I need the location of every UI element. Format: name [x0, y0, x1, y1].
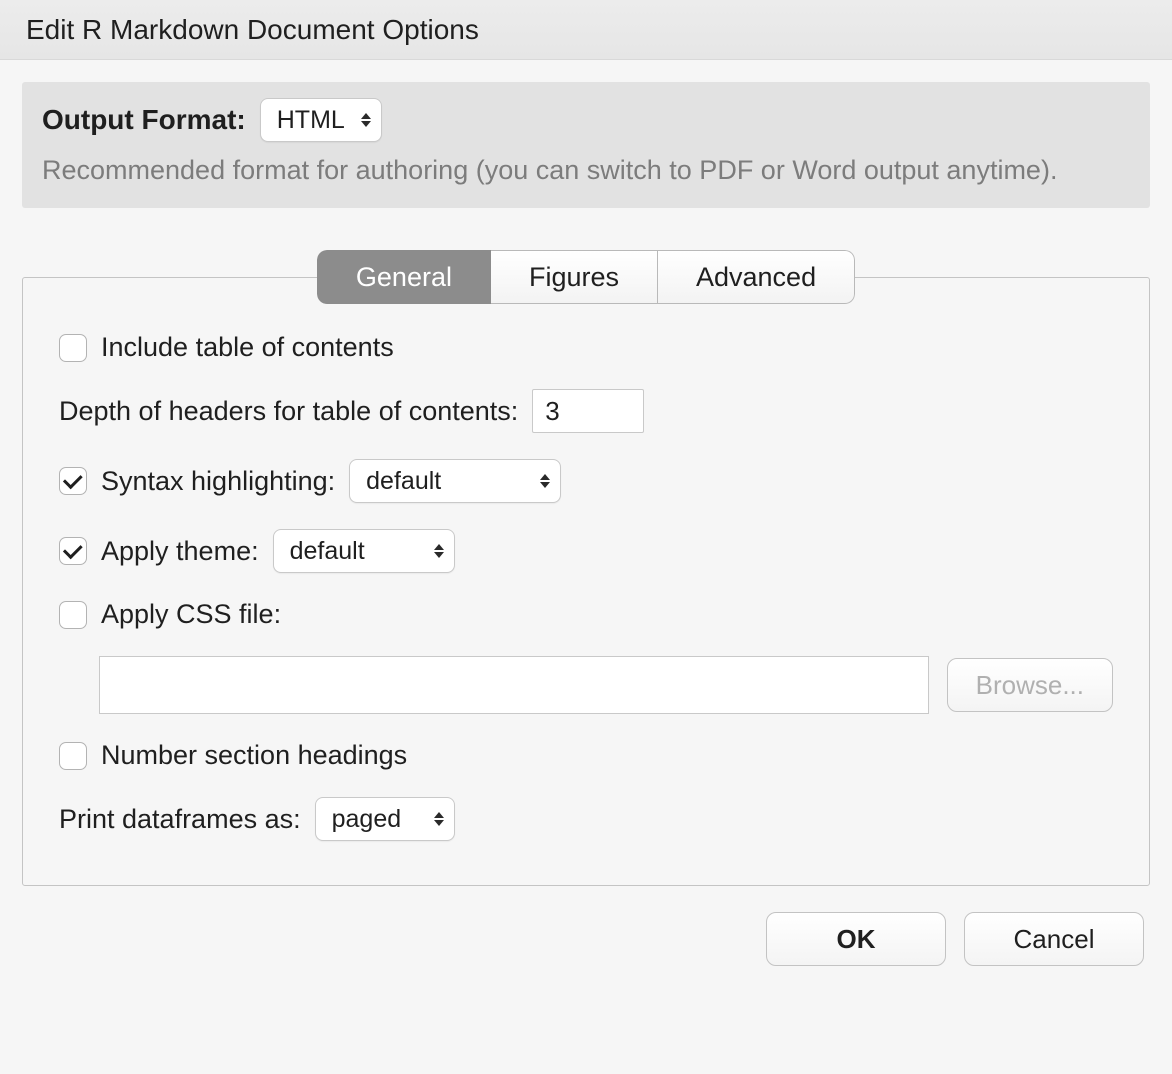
- tab-advanced[interactable]: Advanced: [658, 250, 855, 304]
- cancel-button[interactable]: Cancel: [964, 912, 1144, 966]
- tab-figures[interactable]: Figures: [491, 250, 658, 304]
- apply-css-checkbox[interactable]: [59, 601, 87, 629]
- general-tab-frame: Include table of contents Depth of heade…: [22, 277, 1150, 886]
- apply-theme-value: default: [290, 537, 365, 566]
- syntax-highlighting-select[interactable]: default: [349, 459, 561, 503]
- syntax-highlighting-value: default: [366, 467, 441, 496]
- syntax-highlighting-checkbox[interactable]: [59, 467, 87, 495]
- browse-button[interactable]: Browse...: [947, 658, 1113, 712]
- number-sections-checkbox[interactable]: [59, 742, 87, 770]
- dialog-footer: OK Cancel: [22, 912, 1150, 966]
- toc-checkbox-label: Include table of contents: [101, 332, 394, 363]
- updown-icon: [434, 544, 444, 558]
- tab-label: Advanced: [696, 262, 816, 293]
- tab-label: Figures: [529, 262, 619, 293]
- tab-general[interactable]: General: [317, 250, 491, 304]
- number-sections-label: Number section headings: [101, 740, 407, 771]
- print-df-label: Print dataframes as:: [59, 804, 301, 835]
- toc-checkbox[interactable]: [59, 334, 87, 362]
- syntax-highlighting-label: Syntax highlighting:: [101, 466, 335, 497]
- window-title: Edit R Markdown Document Options: [26, 14, 479, 46]
- updown-icon: [361, 113, 371, 127]
- output-format-label: Output Format:: [42, 104, 246, 136]
- dialog-content: Output Format: HTML Recommended format f…: [0, 60, 1172, 988]
- tab-label: General: [356, 262, 452, 293]
- ok-button[interactable]: OK: [766, 912, 946, 966]
- cancel-button-label: Cancel: [1014, 924, 1095, 955]
- css-path-input[interactable]: [99, 656, 929, 714]
- ok-button-label: OK: [837, 924, 876, 955]
- tabs-container: General Figures Advanced: [22, 250, 1150, 304]
- apply-css-label: Apply CSS file:: [101, 599, 281, 630]
- updown-icon: [540, 474, 550, 488]
- output-format-select-value: HTML: [277, 106, 345, 135]
- print-df-value: paged: [332, 805, 402, 834]
- output-format-description: Recommended format for authoring (you ca…: [42, 152, 1130, 188]
- toc-depth-input[interactable]: 3: [532, 389, 644, 433]
- title-bar: Edit R Markdown Document Options: [0, 0, 1172, 60]
- output-format-panel: Output Format: HTML Recommended format f…: [22, 82, 1150, 208]
- apply-theme-checkbox[interactable]: [59, 537, 87, 565]
- output-format-select[interactable]: HTML: [260, 98, 382, 142]
- print-df-select[interactable]: paged: [315, 797, 455, 841]
- browse-button-label: Browse...: [976, 670, 1084, 701]
- updown-icon: [434, 812, 444, 826]
- apply-theme-label: Apply theme:: [101, 536, 259, 567]
- apply-theme-select[interactable]: default: [273, 529, 455, 573]
- toc-depth-label: Depth of headers for table of contents:: [59, 396, 518, 427]
- toc-depth-value: 3: [545, 396, 559, 427]
